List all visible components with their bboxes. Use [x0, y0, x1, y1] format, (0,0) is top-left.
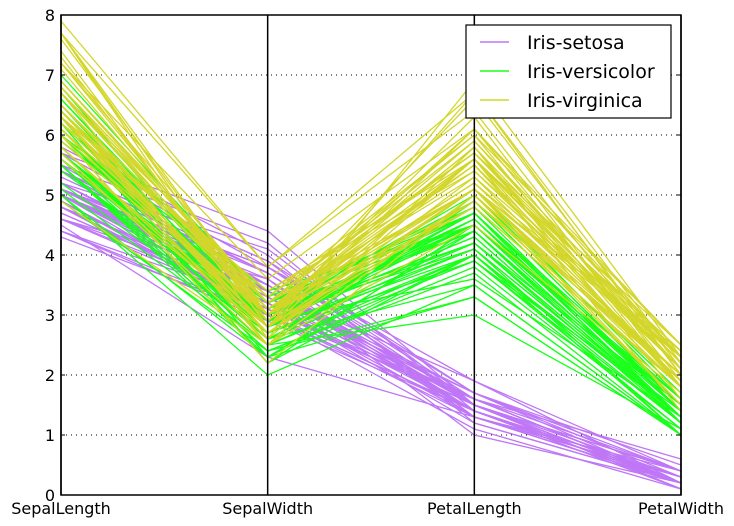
data-lines — [60, 20, 682, 490]
y-tick-label: 2 — [45, 366, 55, 385]
y-tick-label: 0 — [45, 486, 55, 505]
data-line-iris-virginica — [60, 140, 682, 388]
data-line-iris-virginica — [60, 200, 682, 394]
data-line-iris-versicolor — [60, 194, 682, 436]
data-line-iris-virginica — [60, 32, 682, 376]
data-line-iris-virginica — [60, 62, 682, 346]
data-line-iris-versicolor — [60, 164, 682, 418]
data-line-iris-versicolor — [60, 188, 682, 430]
y-tick-label: 6 — [45, 126, 55, 145]
y-tick-label: 4 — [45, 246, 55, 265]
y-tick-label: 7 — [45, 66, 55, 85]
legend-items: Iris-setosa Iris-versicolor Iris-virginica — [480, 32, 655, 112]
data-line-iris-virginica — [60, 110, 682, 364]
data-line-iris-virginica — [60, 86, 682, 358]
x-tick-label: PetalWidth — [638, 499, 724, 518]
x-tick-label: PetalLength — [427, 499, 522, 518]
legend: Iris-setosa Iris-versicolor Iris-virginica — [465, 24, 672, 119]
legend-label: Iris-setosa — [527, 32, 625, 54]
data-line-iris-virginica — [60, 104, 682, 376]
data-line-iris-virginica — [60, 122, 682, 358]
y-tick-label: 1 — [45, 426, 55, 445]
y-tick-label: 8 — [45, 6, 55, 25]
data-line-iris-virginica — [60, 92, 682, 346]
data-line-iris-versicolor — [60, 164, 682, 436]
legend-label: Iris-virginica — [527, 90, 643, 112]
x-tick-labels: SepalLength SepalWidth PetalLength PetalWid… — [11, 499, 724, 518]
y-tick-labels: 0 1 2 3 4 5 6 7 8 — [45, 6, 681, 505]
data-line-iris-virginica — [60, 32, 682, 364]
x-tick-label: SepalWidth — [222, 499, 313, 518]
data-line-iris-virginica — [60, 146, 682, 382]
y-tick-label: 3 — [45, 306, 55, 325]
y-tick-label: 5 — [45, 186, 55, 205]
x-tick-label: SepalLength — [11, 499, 111, 518]
data-line-iris-virginica — [60, 134, 682, 406]
data-line-iris-virginica — [60, 92, 682, 352]
legend-label: Iris-versicolor — [527, 61, 655, 83]
